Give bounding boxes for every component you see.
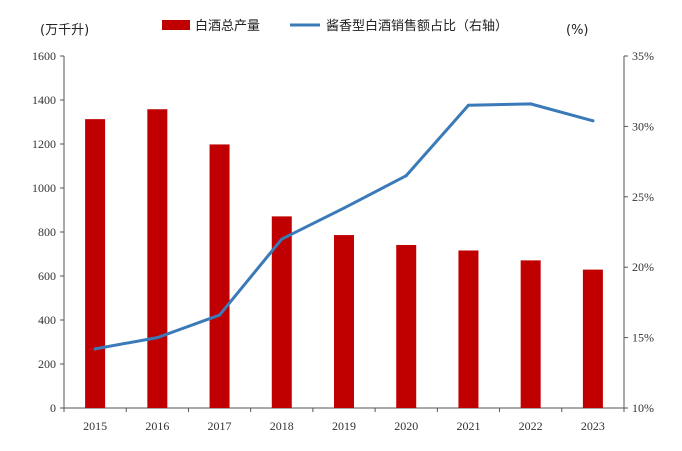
x-tick-label: 2022 xyxy=(519,419,543,433)
x-tick-label: 2015 xyxy=(83,419,107,433)
x-tick-label: 2019 xyxy=(332,419,356,433)
line-point-2021 xyxy=(466,103,470,107)
right-tick-label: 20% xyxy=(632,260,654,274)
legend-bar-swatch xyxy=(162,20,190,30)
left-axis-ticks: 0 200 400 600 800 1000 1200 1400 1600 xyxy=(32,49,64,415)
right-tick-label: 10% xyxy=(632,401,654,415)
x-tick-label: 2021 xyxy=(456,419,480,433)
x-tick-label: 2023 xyxy=(581,419,605,433)
left-axis-unit-label: (万千升) xyxy=(40,23,89,38)
line-point-2019 xyxy=(342,206,346,210)
bar-2017 xyxy=(209,144,230,408)
right-axis-ticks: 10% 15% 20% 25% 30% 35% xyxy=(624,49,654,415)
left-tick-label: 0 xyxy=(50,401,56,415)
line-point-2018 xyxy=(280,237,284,241)
x-axis-ticks: 2015 2016 2017 2018 2019 2020 2021 2022 2023 xyxy=(63,408,625,433)
bar-2016 xyxy=(147,109,168,409)
bar-2023 xyxy=(582,269,603,408)
left-tick-label: 800 xyxy=(38,225,56,239)
bar-2020 xyxy=(396,244,417,408)
x-tick-label: 2018 xyxy=(270,419,294,433)
left-tick-label: 1400 xyxy=(32,93,56,107)
left-tick-label: 1000 xyxy=(32,181,56,195)
left-tick-label: 1200 xyxy=(32,137,56,151)
x-tick-label: 2017 xyxy=(208,419,232,433)
line-point-2022 xyxy=(529,102,533,106)
bar-2022 xyxy=(520,260,541,408)
left-tick-label: 200 xyxy=(38,357,56,371)
right-tick-label: 30% xyxy=(632,119,654,133)
left-tick-label: 400 xyxy=(38,313,56,327)
right-tick-label: 15% xyxy=(632,331,654,345)
bar-2015 xyxy=(85,119,106,408)
bar-series xyxy=(85,109,603,409)
line-point-2016 xyxy=(155,336,159,340)
right-tick-label: 25% xyxy=(632,190,654,204)
bar-2019 xyxy=(334,235,354,408)
legend: 白酒总产量 酱香型白酒销售额占比（右轴） xyxy=(162,18,508,34)
left-tick-label: 1600 xyxy=(32,49,56,63)
right-tick-label: 35% xyxy=(632,49,654,63)
bar-2018 xyxy=(271,216,292,408)
legend-line-label: 酱香型白酒销售额占比（右轴） xyxy=(326,18,508,34)
right-axis-unit-label: (%) xyxy=(566,23,589,38)
line-point-2020 xyxy=(404,174,408,178)
left-tick-label: 600 xyxy=(38,269,56,283)
line-point-2023 xyxy=(591,119,595,123)
line-series xyxy=(93,102,595,351)
line-point-2017 xyxy=(218,313,222,317)
x-tick-label: 2016 xyxy=(145,419,169,433)
line-point-2015 xyxy=(93,347,97,351)
legend-bar-label: 白酒总产量 xyxy=(195,18,260,34)
x-tick-label: 2020 xyxy=(394,419,418,433)
bar-2021 xyxy=(458,250,479,408)
